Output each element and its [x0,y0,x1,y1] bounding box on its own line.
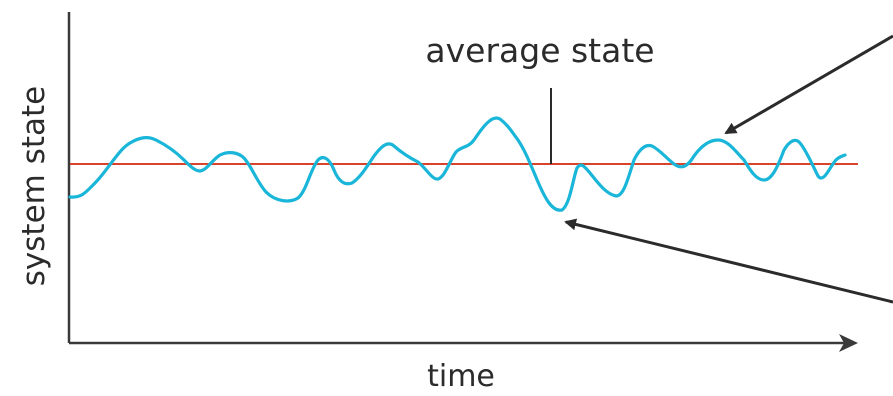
lower-callout-arrow [564,218,893,304]
x-axis-label: time [427,359,495,394]
y-axis-label: system state [16,86,52,286]
upper-callout-arrow [724,34,893,135]
x-axis-arrowhead [839,334,858,352]
system-state-signal [68,116,847,212]
average-state-label: average state [425,31,654,70]
